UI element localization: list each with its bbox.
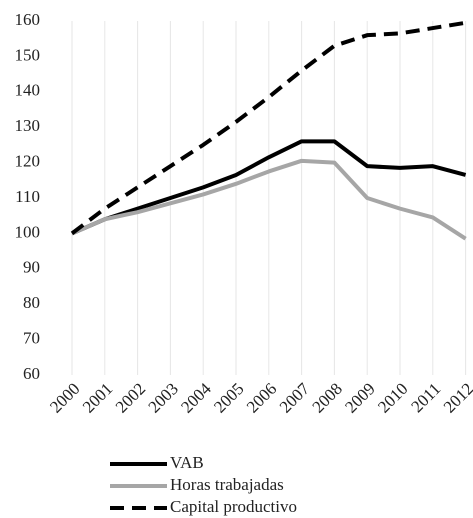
x-tick-label: 2007 [276,379,314,417]
legend-label: VAB [170,453,204,472]
y-tick-label: 70 [23,329,40,348]
x-tick-label: 2010 [374,379,411,416]
y-tick-label: 150 [15,45,41,64]
x-tick-label: 2000 [46,379,83,416]
x-tick-label: 2009 [341,379,378,416]
y-tick-label: 90 [23,258,40,277]
series-line [71,139,467,236]
x-tick-label: 2001 [79,379,116,416]
y-tick-label: 110 [15,187,40,206]
x-tick-label: 2005 [210,379,247,416]
x-tick-label: 2006 [243,379,280,416]
legend-label: Horas trabajadas [170,475,284,494]
legend-label: Capital productivo [170,497,297,516]
y-tick-label: 100 [15,222,41,241]
y-tick-label: 140 [15,81,41,100]
y-tick-label: 130 [15,116,41,135]
y-tick-label: 60 [23,364,40,383]
x-tick-label: 2011 [407,379,444,416]
x-tick-label: 2002 [112,379,149,416]
x-tick-label: 2004 [177,379,215,417]
x-tick-label: 2008 [309,379,346,416]
series-line [71,158,467,241]
y-tick-label: 80 [23,293,40,312]
y-tick-label: 160 [15,10,41,29]
x-tick-label: 2003 [145,379,182,416]
x-tick-label: 2012 [440,379,473,416]
y-tick-label: 120 [15,152,41,171]
